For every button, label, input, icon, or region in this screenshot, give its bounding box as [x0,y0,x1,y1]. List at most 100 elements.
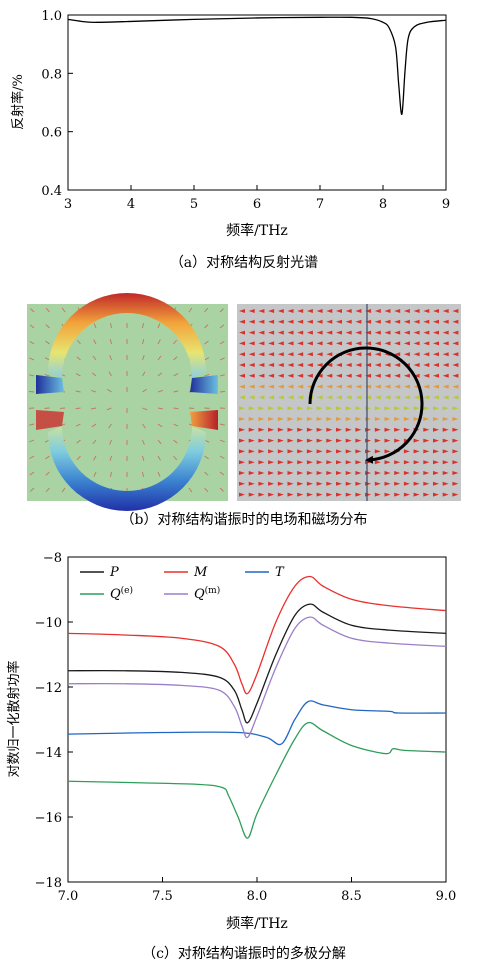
e-field-arrow [157,372,163,377]
y-tick-label-c: −16 [35,811,62,826]
h-field-arrow [248,395,255,400]
e-field-arrow [219,374,225,377]
h-field-arrow [277,406,284,411]
h-field-arrow [394,460,401,465]
h-field-arrow [433,330,439,335]
h-field-arrow [316,417,323,421]
h-field-arrow [394,395,401,400]
h-field-arrow [355,395,362,400]
h-field-arrow [326,384,333,389]
e-field-arrow [142,407,148,411]
h-field-arrow [403,460,410,465]
e-field-arrow [173,373,179,377]
e-field-arrow [142,423,146,429]
h-field-arrow [239,492,245,497]
h-field-arrow [258,417,265,421]
legend-label: M [193,565,208,580]
e-field-arrow [157,339,161,345]
h-field-arrow [268,460,275,465]
h-field-arrow [248,319,255,324]
h-field-arrow [326,363,333,367]
h-field-arrow [394,384,401,389]
h-field-arrow [403,309,410,313]
h-field-arrow [452,460,459,465]
h-field-arrow [345,427,352,432]
h-field-arrow [268,492,275,497]
h-field-arrow [277,384,284,389]
e-field-arrow [157,390,163,393]
h-field-arrow [297,427,304,432]
h-field-arrow [355,427,362,432]
h-field-arrow [336,406,342,411]
h-field-arrow [384,341,391,346]
e-field-arrow [93,455,97,461]
y-tick-label-c: −8 [43,551,62,566]
h-field-arrow [345,406,352,411]
h-field-arrow [452,481,459,486]
h-field-arrow [268,427,275,432]
e-field-arrow [204,487,209,493]
h-field-arrow [394,352,401,357]
x-tick-label-c: 8.5 [341,889,362,904]
h-field-arrow [239,438,245,443]
reflectance-line [67,16,447,115]
h-field-arrow [306,319,313,324]
legend: P M T Q(e) Q(m) [80,565,285,602]
h-field-arrow [423,417,430,421]
e-field-arrow [219,455,225,459]
x-tick-label-a: 9 [442,197,450,212]
e-field-arrow [219,471,225,476]
h-field-arrow [365,309,372,313]
e-field-arrow [45,487,50,493]
e-field-arrow [76,439,81,444]
x-tick-label-a: 3 [64,197,72,212]
h-field-arrow [287,406,294,411]
h-field-arrow [268,481,275,486]
e-field-arrow [173,455,178,461]
h-field-arrow [442,492,449,497]
h-field-arrow [297,471,304,475]
x-tick-label-a: 4 [127,197,135,212]
h-field-arrow [355,417,362,421]
series-line-T [67,700,447,746]
h-field-arrow [413,417,420,421]
h-field-arrow [258,384,265,389]
h-field-arrow [394,427,401,432]
e-field-arrow [204,471,209,476]
h-field-arrow [336,341,342,346]
h-field-arrow [374,427,381,432]
e-field-arrow [173,423,179,427]
h-field-arrow [365,373,372,378]
h-field-arrow [258,460,265,465]
h-field-arrow [384,481,391,486]
y-tick-label-a: 0.6 [41,126,62,141]
h-field-arrow [277,438,284,443]
h-field-arrow [316,319,323,324]
e-field-arrow [219,439,225,443]
h-field-arrow [413,319,420,324]
h-field-arrow [423,330,430,335]
h-field-arrow [268,363,275,367]
h-field-arrow [355,363,362,367]
e-field-arrow [91,372,97,377]
h-field-arrow [326,438,333,443]
h-field-arrow [336,319,342,324]
e-field-arrow [45,455,50,460]
x-tick-label-c: 7.0 [58,889,79,904]
h-field-arrow [374,471,381,475]
ticks-c: 7.0 7.5 8.0 8.5 9.0 −8 −10 −12 −14 −16 −18 [35,551,457,904]
h-field-arrow [442,460,449,465]
e-field-arrow [157,423,163,428]
h-field-arrow [306,352,313,357]
h-field-arrow [239,309,245,313]
h-field-arrow [326,373,333,378]
h-field-arrow [306,330,313,335]
h-field-arrow [433,384,439,389]
h-field-arrow [423,373,430,378]
h-field-arrow [413,363,420,367]
e-field-arrow [91,423,97,428]
h-field-arrow [336,395,342,400]
e-field-arrow [29,423,35,426]
h-field-arrow [248,471,255,475]
h-field-arrow [239,395,245,400]
